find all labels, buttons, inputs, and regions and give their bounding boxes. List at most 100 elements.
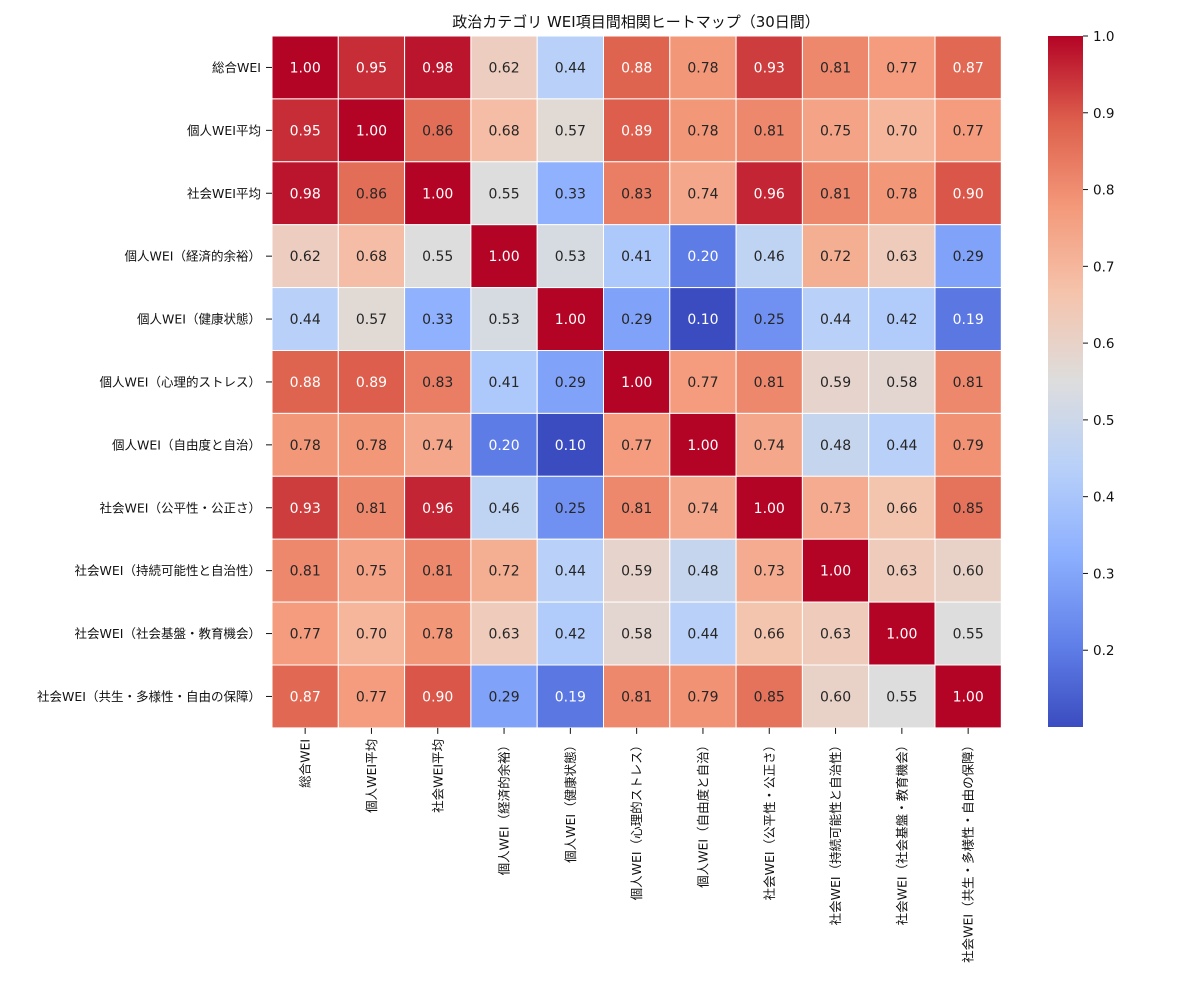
cell-value-label: 0.58 [621,627,652,643]
cell-value-label: 0.81 [290,564,321,580]
cell-value-label: 0.81 [621,501,652,517]
cell-value-label: 0.90 [422,689,453,705]
heatmap-cell [404,287,472,352]
cell-value-label: 0.29 [953,249,984,265]
cell-value-label: 0.87 [953,60,984,76]
cell-value-label: 0.60 [953,564,984,580]
cell-value-label: 0.85 [754,689,785,705]
heatmap-cell [868,287,936,352]
cell-value-label: 0.46 [754,249,785,265]
y-tick-label: 社会WEI（持続可能性と自治性） [75,563,261,578]
heatmap-cell [603,98,671,163]
heatmap-cell [536,161,605,226]
cell-value-label: 0.88 [621,60,652,76]
colorbar: 0.2 0.3 0.4 0.5 0.6 0.7 0.8 0.9 1.0 [1048,29,1114,727]
cell-value-label: 0.74 [422,438,453,454]
cell-value-label: 1.00 [290,60,321,76]
y-tick-label: 個人WEI（健康状態） [137,312,261,327]
cell-value-label: 0.98 [422,60,453,76]
cell-value-label: 1.00 [621,375,652,391]
heatmap-cell [669,538,737,603]
cell-value-label: 0.77 [356,689,387,705]
cell-value-label: 0.77 [290,627,321,643]
heatmap-cell [868,538,936,603]
heatmap-cell [801,161,870,226]
heatmap-cell [271,538,339,603]
heatmap-cell [934,664,1002,729]
cell-value-label: 0.81 [820,186,851,202]
x-tick-label: 社会WEI（持続可能性と自治性） [828,739,843,925]
heatmap-cell [801,224,870,289]
cell-value-label: 0.63 [488,627,519,643]
heatmap-cell [934,224,1002,289]
heatmap-cell [271,475,339,540]
cell-value-label: 0.55 [886,689,917,705]
y-tick-label: 総合WEI [212,60,261,75]
cell-value-label: 0.73 [820,501,851,517]
cell-value-label: 0.73 [754,564,785,580]
heatmap-cell [470,287,538,352]
heatmap-cell [669,287,737,352]
heatmap-cell [470,350,538,414]
cell-value-label: 0.53 [555,249,586,265]
y-tick-label: 社会WEI（共生・多様性・自由の保障） [37,689,261,704]
heatmap-cell [868,664,936,729]
heatmap-cell [470,601,538,666]
cell-value-label: 0.79 [687,689,718,705]
heatmap-cell [801,601,870,666]
heatmap-cell [603,664,671,729]
cell-value-label: 0.93 [290,501,321,517]
heatmap-cell [404,224,472,289]
cell-value-label: 0.90 [953,186,984,202]
cell-value-label: 0.60 [820,689,851,705]
cell-value-label: 0.48 [820,438,851,454]
cell-value-label: 0.81 [621,689,652,705]
y-tick-label: 社会WEI（社会基盤・教育機会） [75,626,261,641]
heatmap-cell [271,161,339,226]
cell-value-label: 0.68 [356,249,387,265]
cell-value-label: 0.96 [422,501,453,517]
heatmap-cell [536,475,605,540]
heatmap-cell [470,412,538,477]
heatmap-cell [801,287,870,352]
heatmap-cell [801,350,870,414]
cell-value-label: 0.78 [687,60,718,76]
cell-value-label: 0.78 [886,186,917,202]
heatmap-cell [934,475,1002,540]
cell-value-label: 0.46 [488,501,519,517]
colorbar-gradient [1048,36,1083,727]
cell-value-label: 0.77 [953,123,984,139]
colorbar-tick-label: 1.0 [1093,29,1114,45]
cell-value-label: 0.44 [555,564,586,580]
heatmap-cell [669,412,737,477]
heatmap-cell [603,601,671,666]
heatmap-cell [404,98,472,163]
colorbar-tick-label: 0.8 [1093,183,1114,199]
cell-value-label: 0.44 [290,312,321,328]
cell-value-label: 0.33 [555,186,586,202]
cell-value-label: 0.74 [687,186,718,202]
heatmap-cell [801,412,870,477]
heatmap-cell [735,538,803,603]
heatmap-cell [801,664,870,729]
y-tick-label: 社会WEI平均 [187,186,261,201]
cell-value-label: 0.63 [886,249,917,265]
cell-value-label: 0.89 [356,375,387,391]
cell-value-label: 0.95 [356,60,387,76]
cell-value-label: 0.88 [290,375,321,391]
heatmap-cell [669,161,737,226]
cell-value-label: 0.44 [820,312,851,328]
heatmap-cell [735,412,803,477]
x-tick-label: 社会WEI（公平性・公正さ） [762,739,777,900]
heatmap-cell [404,601,472,666]
heatmap-cell [735,475,803,540]
cell-value-label: 0.55 [953,627,984,643]
heatmap-cell [669,224,737,289]
cell-value-label: 0.96 [754,186,785,202]
heatmap-cells: 1.00 0.95 0.98 0.62 0.44 0.88 0.78 0.93 0.81 0.77… [271,35,1002,729]
cell-value-label: 0.63 [820,627,851,643]
heatmap-cell [801,98,870,163]
colorbar-tick-label: 0.7 [1093,259,1114,275]
heatmap-cell [868,475,936,540]
